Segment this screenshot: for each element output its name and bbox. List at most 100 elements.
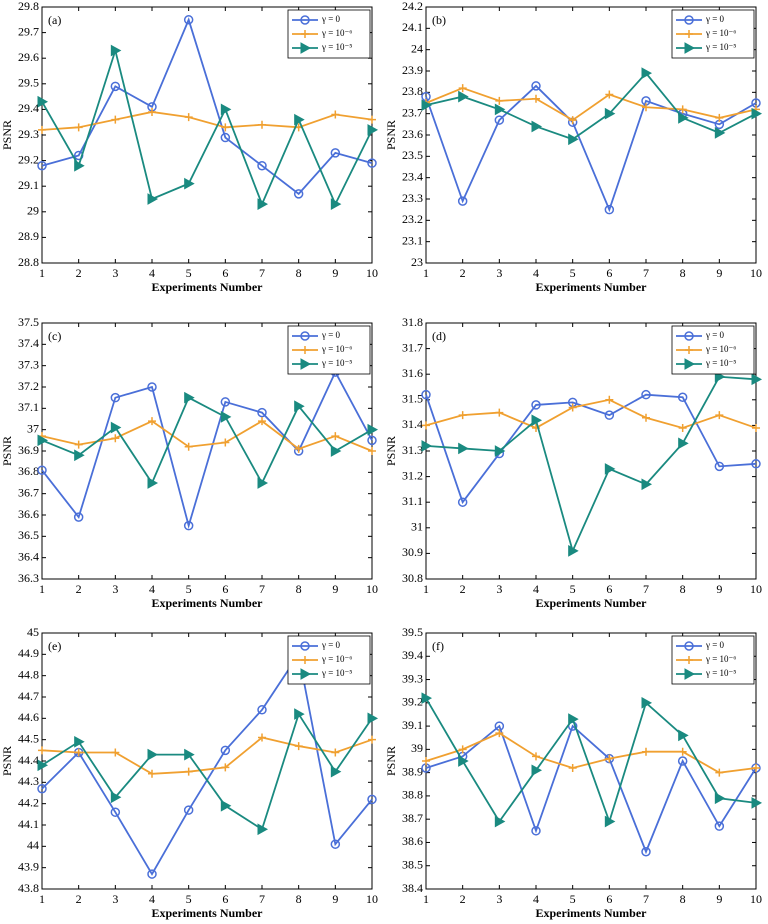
x-tick-label: 10 xyxy=(366,582,378,596)
marker xyxy=(220,132,231,143)
marker xyxy=(301,656,309,664)
legend-label: γ = 0 xyxy=(705,640,725,650)
y-tick-label: 31.3 xyxy=(402,443,423,457)
marker xyxy=(605,395,614,404)
marker xyxy=(221,438,230,447)
x-tick-label: 3 xyxy=(496,892,502,906)
marker xyxy=(531,120,543,133)
legend-label: γ = 10⁻⁵ xyxy=(705,42,736,52)
y-tick-label: 44.6 xyxy=(18,710,39,724)
y-tick-label: 23.3 xyxy=(402,191,423,205)
marker xyxy=(714,821,725,831)
y-tick-label: 31.1 xyxy=(402,494,423,508)
marker xyxy=(604,410,615,420)
marker xyxy=(183,805,194,815)
marker xyxy=(294,400,305,413)
legend: γ = 0 γ = 10⁻⁶ γ = 10⁻⁵ xyxy=(287,325,371,375)
panel-label: (d) xyxy=(432,329,446,343)
marker xyxy=(495,96,504,105)
marker xyxy=(74,735,85,748)
marker xyxy=(301,30,309,38)
x-tick-label: 1 xyxy=(423,892,429,906)
legend-label: γ = 10⁻⁶ xyxy=(321,344,352,354)
y-tick-label: 29.5 xyxy=(18,76,39,90)
legend-label: γ = 0 xyxy=(705,14,725,24)
y-tick-label: 37.5 xyxy=(18,315,39,329)
y-tick-label: 44.2 xyxy=(18,795,39,809)
y-tick-label: 31.2 xyxy=(402,468,423,482)
legend-label: γ = 10⁻⁶ xyxy=(321,654,352,664)
marker xyxy=(74,159,85,172)
y-tick-label: 44.9 xyxy=(18,646,39,660)
x-tick-label: 5 xyxy=(570,266,576,280)
series-line xyxy=(425,87,757,122)
panel-label: (b) xyxy=(432,13,446,27)
y-tick-label: 30.9 xyxy=(402,545,423,559)
legend-label: γ = 0 xyxy=(321,330,341,340)
marker xyxy=(184,177,195,190)
marker xyxy=(421,692,433,705)
x-tick-label: 5 xyxy=(186,892,192,906)
series-line xyxy=(425,375,757,554)
marker xyxy=(294,708,305,720)
panel: 38.438.538.638.738.838.93939.139.239.339… xyxy=(384,625,763,920)
y-tick-label: 29.2 xyxy=(18,152,39,166)
panel-label: (f) xyxy=(432,639,444,653)
y-tick-label: 36.5 xyxy=(18,528,39,542)
marker xyxy=(257,477,269,489)
x-tick-label: 4 xyxy=(533,582,539,596)
y-tick-label: 24.2 xyxy=(402,0,423,13)
y-tick-label: 24.1 xyxy=(402,20,423,34)
marker xyxy=(293,189,304,199)
marker xyxy=(568,116,577,125)
marker xyxy=(73,512,84,522)
panel: 2323.123.223.323.423.523.623.723.823.924… xyxy=(384,0,763,294)
x-tick-label: 2 xyxy=(460,892,466,906)
marker xyxy=(457,196,468,206)
y-axis-label: PSNR xyxy=(384,746,398,776)
legend: γ = 0 γ = 10⁻⁶ γ = 10⁻⁵ xyxy=(671,325,755,375)
y-tick-label: 44.7 xyxy=(18,689,39,703)
panel: 36.336.436.536.636.736.836.93737.137.237… xyxy=(0,315,379,610)
marker xyxy=(714,461,725,472)
marker xyxy=(147,477,159,489)
marker xyxy=(605,90,614,99)
marker xyxy=(38,125,46,134)
marker xyxy=(148,107,156,116)
legend-label: γ = 10⁻⁶ xyxy=(705,654,736,664)
legend-label: γ = 10⁻⁵ xyxy=(321,42,352,52)
marker xyxy=(110,791,122,804)
marker xyxy=(257,160,267,171)
y-tick-label: 39.2 xyxy=(402,695,423,709)
marker xyxy=(422,757,430,765)
y-tick-label: 36.4 xyxy=(18,549,39,563)
marker xyxy=(568,713,579,725)
x-tick-label: 1 xyxy=(39,582,45,596)
x-tick-label: 3 xyxy=(496,582,502,596)
marker xyxy=(184,113,193,122)
marker xyxy=(685,656,693,664)
marker xyxy=(367,423,379,436)
x-tick-label: 6 xyxy=(606,892,612,906)
series-line xyxy=(41,651,373,876)
marker xyxy=(715,411,724,420)
marker xyxy=(641,847,651,857)
legend-label: γ = 10⁻⁵ xyxy=(321,358,352,368)
marker xyxy=(257,198,269,210)
series-line xyxy=(41,396,373,485)
y-tick-label: 37.1 xyxy=(18,400,39,414)
marker xyxy=(531,414,543,427)
marker xyxy=(184,767,193,776)
marker xyxy=(422,421,430,430)
marker xyxy=(294,113,305,126)
y-tick-label: 23.7 xyxy=(402,105,423,119)
marker xyxy=(110,421,122,434)
y-tick-label: 36.9 xyxy=(18,443,39,457)
marker xyxy=(568,544,579,557)
marker xyxy=(678,112,689,124)
marker xyxy=(184,442,193,451)
x-tick-label: 9 xyxy=(716,266,722,280)
x-tick-label: 8 xyxy=(680,892,686,906)
marker xyxy=(715,113,724,122)
